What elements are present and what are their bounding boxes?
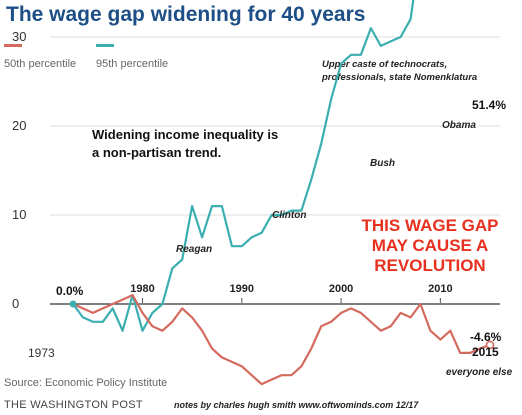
label-bush: Bush [370,158,395,169]
label-obama: Obama [442,120,476,131]
revolution-note-line-1: THIS WAGE GAP [361,216,499,235]
y-tick-20: 20 [12,118,26,133]
series-lines [69,0,495,386]
y-tick-10: 10 [12,207,26,222]
label-clinton: Clinton [272,210,307,221]
inequality-note-line-1: Widening income inequality is [92,127,279,142]
legend-line-95th [96,44,114,47]
start-value: 0.0% [56,284,84,298]
y-tick-30: 30 [12,29,26,44]
revolution-note: THIS WAGE GAP MAY CAUSE A REVOLUTION [355,216,505,276]
credit-note: notes by charles hugh smith www.oftwomin… [174,400,419,410]
series-line-95th [71,0,415,332]
revolution-note-line-2: MAY CAUSE A [371,236,489,255]
end-value-95th: 51.4% [472,98,507,112]
publisher-logo: THE WASHINGTON POST [4,399,143,411]
revolution-note-line-3: REVOLUTION [374,256,486,275]
x-tick-1990: 1990 [230,283,254,295]
legend-label-95th: 95th percentile [96,58,169,70]
x-tick-2010: 2010 [428,283,452,295]
upper-caste-note: Upper caste of technocrats, professional… [322,58,477,84]
upper-caste-note-line-2: professionals, state Nomenklatura [322,72,478,83]
legend-line-50th [4,44,22,47]
x-tick-1980: 1980 [130,283,154,295]
source-note: Source: Economic Policy Institute [4,377,168,389]
start-year: 1973 [28,346,55,360]
everyone-else-note: everyone else [446,367,513,378]
y-tick-0: 0 [12,296,19,311]
label-reagan: Reagan [176,244,213,255]
x-tick-2000: 2000 [329,283,353,295]
chart-title: The wage gap widening for 40 years [6,3,366,26]
legend-label-50th: 50th percentile [4,58,77,70]
upper-caste-note-line-1: Upper caste of technocrats, [322,59,448,70]
y-tick-labels: 01020304050 [12,29,26,311]
series-line-50th [71,294,492,386]
inequality-note: Widening income inequality is a non-part… [92,126,278,162]
x-tick-labels: 1980 1990 2000 2010 [130,283,452,295]
start-point [69,300,77,308]
end-year: 2015 [472,345,499,359]
end-point-50th [485,340,495,350]
end-value-50th: -4.6% [470,330,502,344]
inequality-note-line-2: a non-partisan trend. [92,145,222,160]
